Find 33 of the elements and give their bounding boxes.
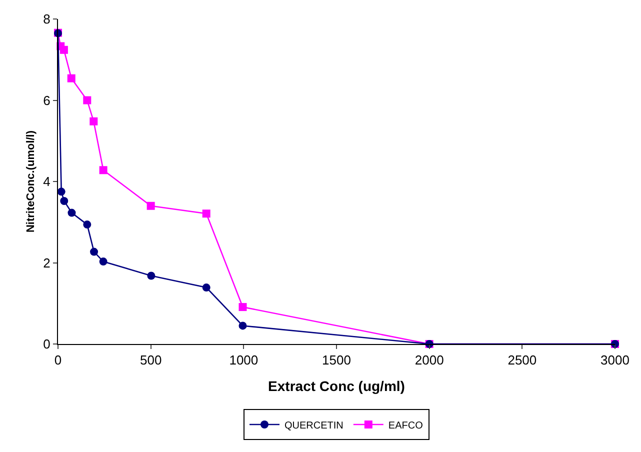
point: [146, 202, 155, 210]
point: [238, 303, 247, 312]
point: [99, 258, 108, 266]
y-tick-label: 8: [43, 12, 50, 27]
y-tick-label: 0: [43, 336, 50, 352]
point: [90, 117, 98, 126]
y-tick-label: 6: [43, 92, 50, 108]
y-tick-label: 2: [43, 255, 50, 270]
point: [202, 284, 210, 292]
point: [68, 208, 76, 217]
point: [60, 46, 68, 54]
point: [99, 166, 108, 174]
point: [67, 74, 76, 82]
x-tick-label: 1000: [229, 352, 258, 368]
point: [238, 322, 247, 330]
x-tick-label: 3000: [600, 352, 630, 368]
point: [202, 210, 210, 218]
x-tick-label: 2500: [508, 352, 537, 368]
y-tick-label: 4: [43, 174, 50, 190]
point: [60, 197, 68, 205]
point: [83, 96, 92, 104]
x-tick-label: 0: [54, 352, 62, 368]
x-axis-title: Extract Conc (ug/ml): [268, 378, 405, 394]
x-tick-label: 2000: [414, 352, 444, 368]
x-tick-label: 500: [140, 352, 162, 368]
point: [83, 220, 92, 229]
y-axis-title: NitriteConc.(umol/l): [24, 130, 37, 233]
legend-label: EAFCO: [388, 420, 424, 432]
point: [147, 272, 156, 280]
point: [90, 248, 98, 256]
point: [57, 188, 66, 196]
legend-label: QUERCETIN: [284, 420, 344, 432]
x-tick-label: 1500: [322, 352, 351, 368]
